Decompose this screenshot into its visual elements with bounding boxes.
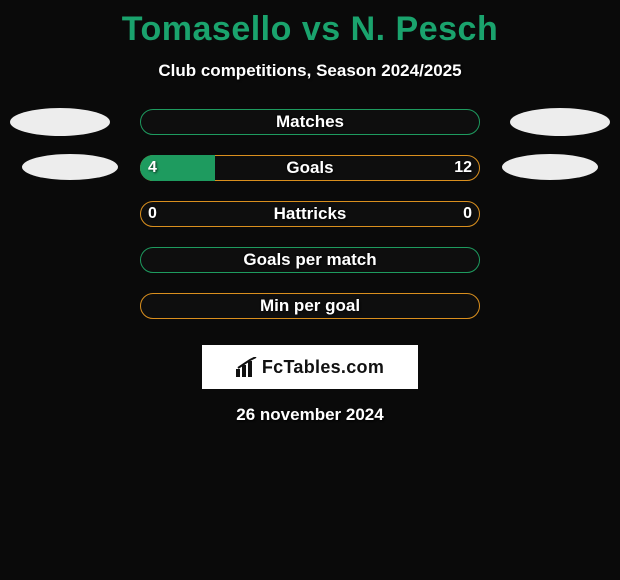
logo-text: FcTables.com	[262, 357, 384, 378]
player-disc-left	[22, 154, 118, 180]
bar-value-right: 12	[454, 155, 472, 181]
date-label: 26 november 2024	[0, 405, 620, 425]
stat-row: Matches	[0, 109, 620, 155]
player-disc-right	[502, 154, 598, 180]
stat-row: Min per goal	[0, 293, 620, 339]
stat-row: Goals412	[0, 155, 620, 201]
page-title: Tomasello vs N. Pesch	[0, 0, 620, 49]
subtitle: Club competitions, Season 2024/2025	[0, 61, 620, 81]
bar-value-left: 0	[148, 201, 157, 227]
bar-track	[140, 293, 480, 319]
bar-track	[140, 109, 480, 135]
logo-badge: FcTables.com	[202, 345, 418, 389]
comparison-chart: MatchesGoals412Hattricks00Goals per matc…	[0, 109, 620, 339]
stat-row: Hattricks00	[0, 201, 620, 247]
player-disc-left	[10, 108, 110, 136]
bar-value-left: 4	[148, 155, 157, 181]
bar-value-right: 0	[463, 201, 472, 227]
player-disc-right	[510, 108, 610, 136]
bar-chart-icon	[236, 357, 258, 377]
stat-row: Goals per match	[0, 247, 620, 293]
bar-track	[140, 201, 480, 227]
bar-track	[140, 247, 480, 273]
